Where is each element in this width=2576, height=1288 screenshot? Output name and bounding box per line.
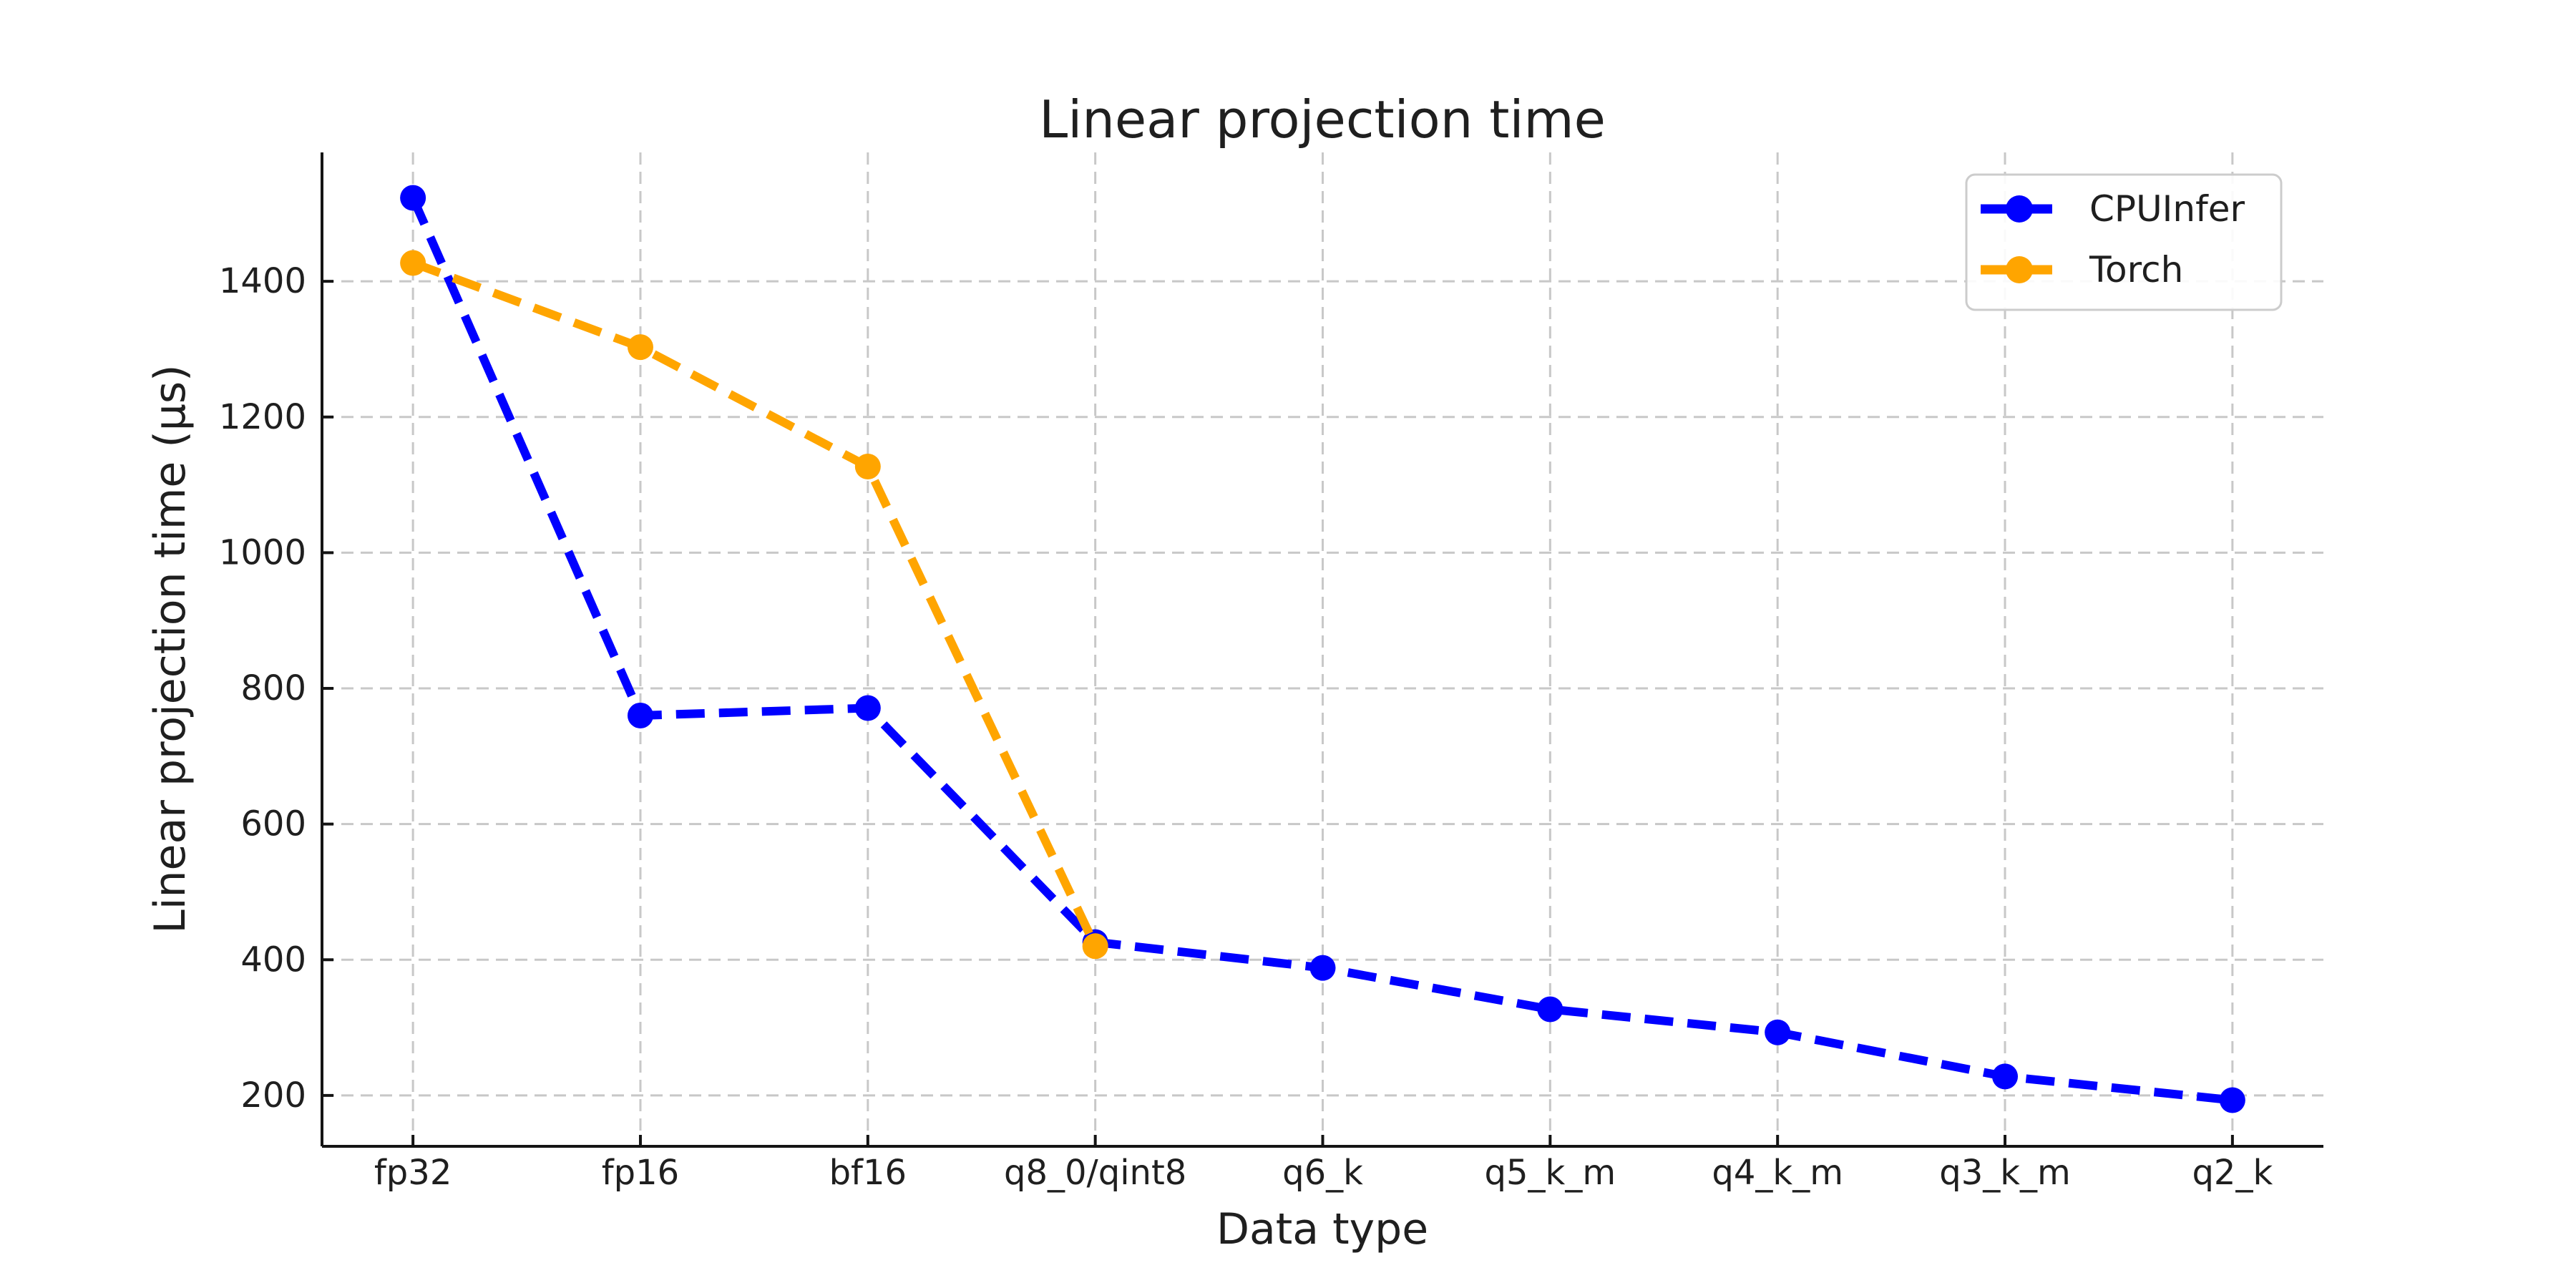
x-axis-label: Data type (1216, 1204, 1428, 1254)
chart-title: Linear projection time (1039, 89, 1606, 150)
data-point-CPUInfer-bf16 (854, 695, 881, 721)
data-point-Torch-bf16 (854, 453, 881, 479)
y-tick-label-1200: 1200 (219, 397, 306, 437)
series-layer (400, 185, 2245, 1113)
y-axis-label: Linear projection time (µs) (145, 364, 195, 933)
axis-layer: fp32 fp16 bf16 q8_0/qint8 q6_k q5_k_m q4_k_m q3… (219, 152, 2323, 1193)
data-point-CPUInfer-q6_k (1309, 955, 1336, 981)
y-tick-label-800: 800 (240, 668, 306, 708)
y-tick-label-400: 400 (240, 940, 306, 980)
data-point-CPUInfer-fp16 (627, 702, 653, 728)
data-point-CPUInfer-fp32 (400, 185, 426, 211)
data-point-Torch-fp32 (400, 250, 426, 276)
y-tick-label-200: 200 (240, 1075, 306, 1116)
x-tick-label-q3_k_m: q3_k_m (1939, 1153, 2071, 1193)
data-point-CPUInfer-q5_k_m (1537, 996, 1563, 1023)
legend-marker-Torch (2006, 256, 2033, 283)
series-line-Torch (411, 258, 1100, 948)
x-tick-label-q4_k_m: q4_k_m (1712, 1153, 1843, 1193)
y-tick-label-1000: 1000 (219, 532, 306, 572)
grid-layer (322, 152, 2323, 1146)
legend-marker-CPUInfer (2006, 195, 2033, 223)
data-point-CPUInfer-q2_k (2219, 1087, 2245, 1113)
data-point-Torch-fp16 (627, 334, 653, 361)
x-tick-label-q2_k: q2_k (2192, 1153, 2273, 1193)
data-point-Torch-q8_0/qint8 (1082, 933, 1108, 960)
legend-label-Torch: Torch (2089, 249, 2183, 291)
x-tick-label-bf16: bf16 (829, 1153, 907, 1193)
y-tick-label-1400: 1400 (219, 261, 306, 301)
x-tick-label-fp32: fp32 (374, 1153, 452, 1193)
legend-label-CPUInfer: CPUInfer (2089, 188, 2245, 230)
x-tick-label-q6_k: q6_k (1282, 1153, 1363, 1193)
x-tick-label-q5_k_m: q5_k_m (1485, 1153, 1616, 1193)
data-point-CPUInfer-q3_k_m (1992, 1063, 2019, 1090)
y-tick-label-600: 600 (240, 804, 306, 844)
data-point-CPUInfer-q4_k_m (1765, 1019, 1791, 1045)
legend-layer: CPUInfer Torch (1965, 173, 2283, 311)
x-tick-label-fp16: fp16 (602, 1153, 679, 1193)
x-tick-label-q8_0/qint8: q8_0/qint8 (1004, 1153, 1186, 1193)
